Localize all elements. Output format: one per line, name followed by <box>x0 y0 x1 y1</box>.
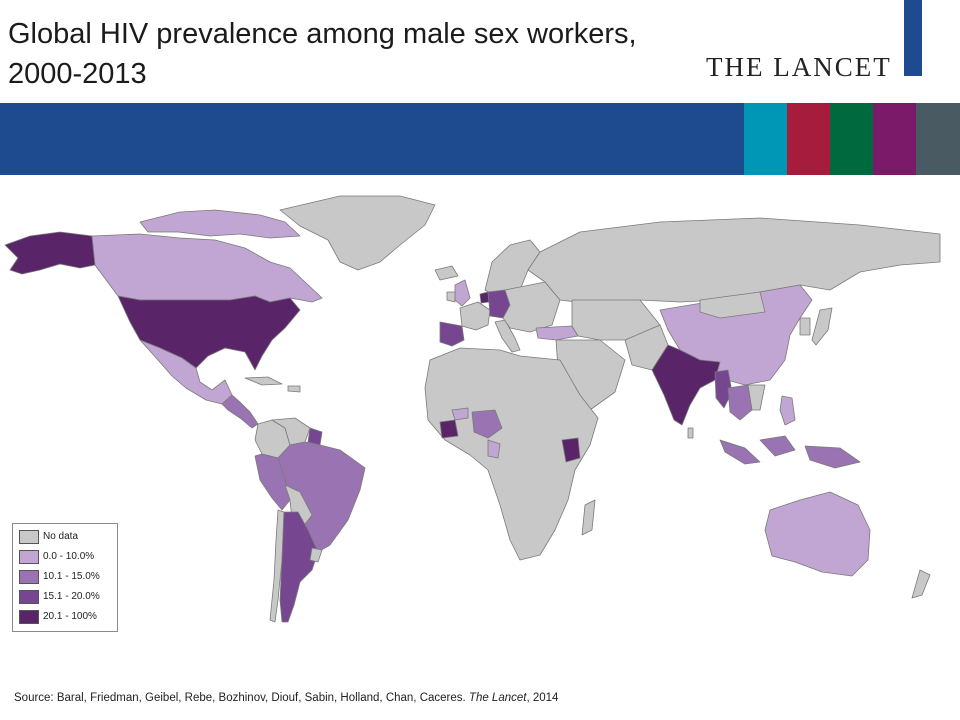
map-france <box>459 301 491 331</box>
map-korea <box>799 317 811 336</box>
map-argentina <box>279 511 319 623</box>
stripe-teal <box>744 103 787 175</box>
map-africa <box>424 347 599 561</box>
map-uruguay <box>309 547 323 563</box>
map-united-states <box>117 295 301 371</box>
map-cameroon <box>487 439 501 459</box>
legend-label: 10.1 - 15.0% <box>43 571 100 582</box>
map-new-zealand <box>911 569 931 599</box>
map-spain <box>439 321 465 347</box>
legend-label: 15.1 - 20.0% <box>43 591 100 602</box>
stripe-red <box>787 103 830 175</box>
title-line-1: Global HIV prevalence among male sex wor… <box>8 18 637 50</box>
map-central-america <box>221 394 259 429</box>
source-year: , 2014 <box>526 692 559 704</box>
title-line-2: 2000-2013 <box>8 58 147 90</box>
source-citation: Source: Baral, Friedman, Geibel, Rebe, B… <box>14 692 558 704</box>
map-philippines <box>779 395 796 426</box>
map-central-asia <box>571 299 661 341</box>
map-mexico <box>139 339 233 405</box>
map-mongolia <box>699 291 766 319</box>
map-vietnam <box>747 384 766 411</box>
map-australia <box>764 491 871 577</box>
legend-label: 0.0 - 10.0% <box>43 551 95 562</box>
map-cote-divoire <box>439 419 459 439</box>
legend-swatch <box>19 570 39 584</box>
map-japan <box>811 307 833 346</box>
map-india <box>651 344 721 426</box>
legend-label: No data <box>43 531 79 542</box>
map-indonesia <box>719 435 861 469</box>
map-iceland <box>434 265 459 281</box>
map-thailand <box>727 384 753 421</box>
map-madagascar <box>581 499 596 536</box>
map-canada <box>91 233 323 303</box>
map-nigeria <box>471 409 503 439</box>
map-sri-lanka <box>687 427 694 439</box>
map-ireland <box>446 291 456 303</box>
map-netherlands <box>479 291 490 304</box>
map-burkina <box>451 407 469 421</box>
map-myanmar <box>714 369 733 409</box>
map-alaska <box>4 231 96 275</box>
legend-label: 20.1 - 100% <box>43 611 97 622</box>
legend-swatch <box>19 530 39 544</box>
map-uk <box>454 279 471 307</box>
legend-swatch <box>19 590 39 604</box>
legend-swatch <box>19 610 39 624</box>
map-guyana <box>307 427 323 446</box>
lancet-logo: THE LANCET <box>706 52 892 82</box>
stripe-purple <box>873 103 916 175</box>
map-kenya <box>561 437 581 463</box>
map-cuba <box>244 376 283 386</box>
map-caribbean <box>287 385 301 393</box>
map-russia <box>527 217 941 306</box>
world-map <box>4 195 941 623</box>
source-authors: Source: Baral, Friedman, Geibel, Rebe, B… <box>14 692 469 704</box>
source-journal: The Lancet <box>468 692 527 704</box>
map-arctic-islands <box>139 209 301 239</box>
map-turkey <box>535 325 579 341</box>
legend-swatch <box>19 550 39 564</box>
corner-bar <box>904 0 922 76</box>
stripe-green <box>830 103 873 175</box>
stripe-slate <box>916 103 960 175</box>
map-greenland <box>279 195 436 271</box>
map-legend: No data 0.0 - 10.0% 10.1 - 15.0% 15.1 - … <box>12 523 118 632</box>
page-title: Global HIV prevalence among male sex wor… <box>8 14 688 94</box>
